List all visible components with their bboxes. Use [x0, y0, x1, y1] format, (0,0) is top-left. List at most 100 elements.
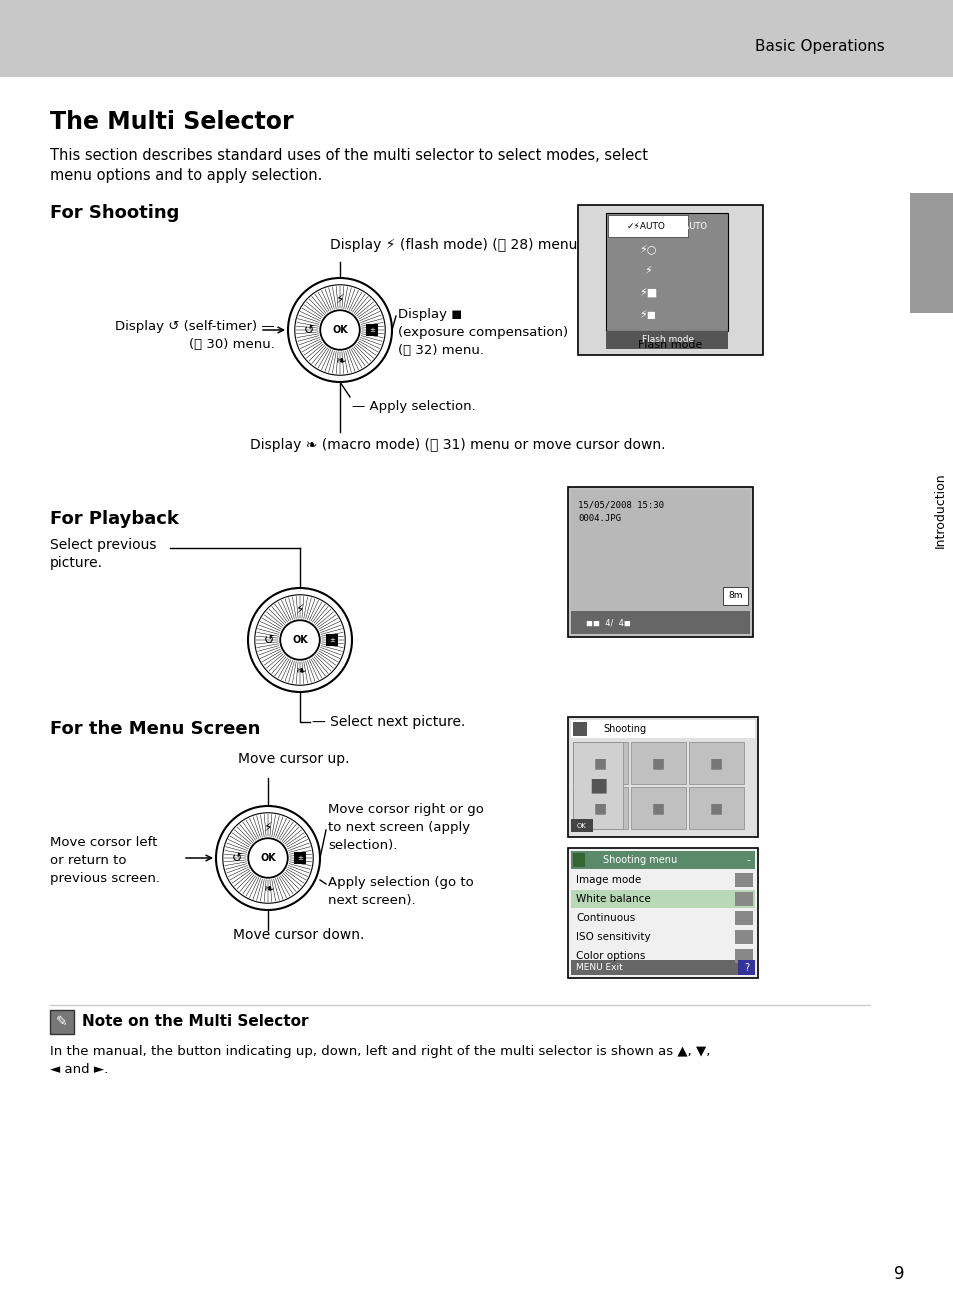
Bar	[573, 742, 622, 829]
Bar	[630, 742, 685, 784]
Text: Move corsor left: Move corsor left	[50, 836, 157, 849]
Bar	[50, 1010, 74, 1034]
Bar	[571, 890, 754, 908]
Text: (Ⓝ 30) menu.: (Ⓝ 30) menu.	[189, 338, 274, 351]
Bar	[366, 325, 377, 336]
Text: In the manual, the button indicating up, down, left and right of the multi selec: In the manual, the button indicating up,…	[50, 1045, 710, 1058]
Text: Basic Operations: Basic Operations	[755, 38, 884, 54]
Text: Display ↺ (self-timer) —: Display ↺ (self-timer) —	[115, 321, 274, 332]
Bar	[571, 720, 754, 738]
Text: Shooting: Shooting	[602, 724, 645, 735]
Bar	[605, 213, 727, 331]
Text: Shooting menu: Shooting menu	[602, 855, 677, 865]
Circle shape	[248, 587, 352, 692]
Text: picture.: picture.	[50, 556, 103, 570]
Bar	[738, 961, 754, 975]
Text: ■: ■	[709, 802, 722, 815]
Bar	[734, 892, 752, 905]
Circle shape	[320, 310, 359, 350]
Text: Color options: Color options	[576, 951, 644, 961]
Text: ±: ±	[329, 637, 335, 643]
Text: ↺: ↺	[232, 851, 242, 865]
Bar	[605, 331, 727, 350]
Bar	[688, 742, 743, 784]
Text: ⚡○: ⚡○	[639, 244, 656, 254]
Text: Move cursor up.: Move cursor up.	[237, 752, 349, 766]
Bar	[571, 947, 754, 964]
Bar	[0, 0, 953, 78]
Text: ❧: ❧	[262, 883, 273, 896]
Text: OK: OK	[260, 853, 275, 863]
Bar	[578, 205, 762, 355]
Text: ⚡■: ⚡■	[639, 288, 657, 298]
Text: Introduction: Introduction	[933, 472, 945, 548]
Bar	[571, 490, 749, 614]
Bar	[734, 911, 752, 925]
Text: ±: ±	[369, 327, 375, 332]
Text: (Ⓝ 32) menu.: (Ⓝ 32) menu.	[397, 344, 483, 357]
Text: Display ⚡ (flash mode) (Ⓝ 28) menu or move cursor up.: Display ⚡ (flash mode) (Ⓝ 28) menu or mo…	[330, 238, 713, 252]
Text: Flash mode: Flash mode	[638, 340, 702, 350]
Bar	[326, 633, 337, 646]
Text: ⚡: ⚡	[263, 820, 273, 833]
Text: ±: ±	[296, 855, 303, 861]
Bar	[573, 721, 586, 736]
Text: ISO sensitivity: ISO sensitivity	[576, 932, 650, 942]
Text: Note on the Multi Selector: Note on the Multi Selector	[82, 1014, 308, 1029]
Text: 8m: 8m	[728, 591, 742, 600]
Text: — Select next picture.: — Select next picture.	[312, 715, 465, 729]
Text: For the Menu Screen: For the Menu Screen	[50, 720, 260, 738]
Text: or return to: or return to	[50, 854, 127, 867]
Text: OK: OK	[292, 635, 308, 645]
Bar	[571, 851, 754, 869]
Bar	[567, 848, 758, 978]
Text: ✓⚡AUTO: ✓⚡AUTO	[626, 222, 665, 230]
Text: — Apply selection.: — Apply selection.	[352, 399, 476, 413]
Text: Continuous: Continuous	[576, 913, 635, 922]
Text: The Multi Selector: The Multi Selector	[50, 110, 294, 134]
Bar	[567, 717, 758, 837]
Text: selection).: selection).	[328, 840, 397, 851]
Text: Image mode: Image mode	[576, 875, 640, 886]
Bar	[571, 961, 754, 975]
Bar	[571, 871, 754, 890]
Text: ❧: ❧	[335, 355, 345, 368]
Text: ?: ?	[743, 963, 749, 972]
Bar	[571, 819, 593, 832]
Text: ◼◼  4/  4◼: ◼◼ 4/ 4◼	[585, 619, 630, 628]
Text: -: -	[745, 855, 749, 865]
Text: MENU Exit: MENU Exit	[576, 963, 622, 972]
Text: next screen).: next screen).	[328, 894, 416, 907]
Text: OK: OK	[332, 325, 348, 335]
Text: ↺: ↺	[303, 323, 314, 336]
Bar	[909, 193, 953, 313]
Text: previous screen.: previous screen.	[50, 872, 160, 886]
Text: Select previous: Select previous	[50, 537, 156, 552]
Text: ⚡: ⚡	[335, 292, 344, 305]
Text: ◄ and ►.: ◄ and ►.	[50, 1063, 108, 1076]
Text: Move corsor right or go: Move corsor right or go	[328, 803, 483, 816]
Text: Move cursor down.: Move cursor down.	[233, 928, 364, 942]
Circle shape	[215, 805, 319, 911]
Bar	[571, 928, 754, 946]
Bar	[630, 787, 685, 829]
Text: ✎: ✎	[56, 1014, 68, 1029]
Text: ■: ■	[594, 802, 606, 815]
Bar	[573, 742, 627, 784]
Text: Display ❧ (macro mode) (Ⓝ 31) menu or move cursor down.: Display ❧ (macro mode) (Ⓝ 31) menu or mo…	[250, 438, 665, 452]
Bar	[573, 853, 584, 867]
Text: 15/05/2008 15:30: 15/05/2008 15:30	[578, 501, 663, 510]
Bar	[567, 487, 752, 637]
Text: to next screen (apply: to next screen (apply	[328, 821, 470, 834]
Text: For Playback: For Playback	[50, 510, 179, 528]
Text: ▶AUTO: ▶AUTO	[678, 222, 707, 230]
Text: ⚡: ⚡	[643, 265, 651, 276]
Circle shape	[288, 279, 392, 382]
Text: ❧: ❧	[294, 665, 305, 678]
Text: For Shooting: For Shooting	[50, 204, 179, 222]
Circle shape	[280, 620, 319, 660]
Text: ■: ■	[651, 802, 664, 815]
Bar	[573, 787, 627, 829]
Bar	[571, 611, 749, 633]
Bar	[688, 787, 743, 829]
